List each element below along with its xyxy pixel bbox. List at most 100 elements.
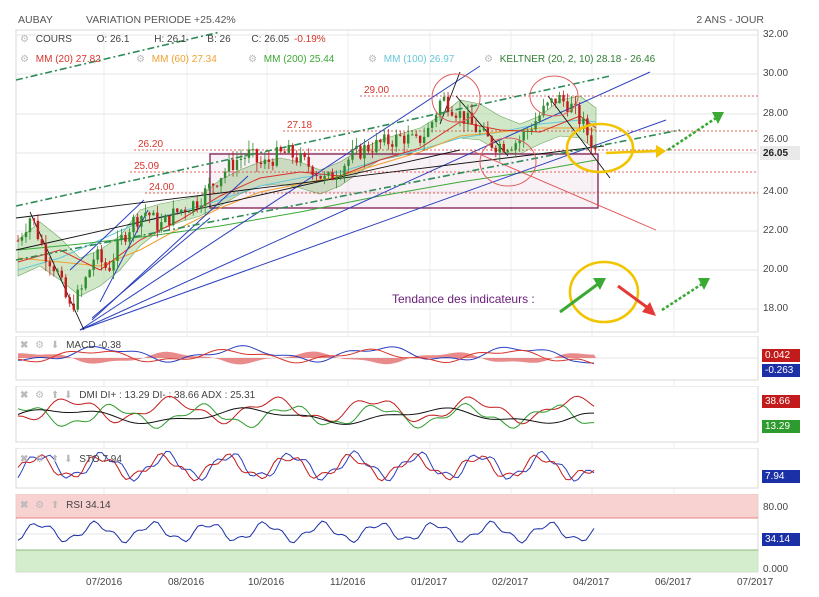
legend-mm200[interactable]: ⚙ MM (200) 25.44 — [248, 54, 335, 65]
sto-value: 7.94 — [762, 470, 800, 483]
candle-body — [403, 135, 406, 144]
candle-body — [76, 289, 79, 310]
price-tick-22: 22.00 — [763, 225, 789, 236]
candle-body — [255, 149, 259, 163]
candle-body — [514, 143, 517, 150]
level-24: 24.00 — [149, 182, 175, 193]
candle-body — [60, 270, 63, 278]
close-icon[interactable]: ✖ — [20, 390, 29, 401]
rsi-value: 34.14 — [762, 533, 800, 546]
dmi-label[interactable]: ✖ ⚙ ⬆ ⬇ DMI DI+ : 13.29 DI- : 38.66 ADX … — [20, 390, 256, 401]
candle-body — [339, 175, 342, 178]
candle-body — [156, 212, 159, 231]
gear-icon[interactable]: ⚙ — [248, 54, 257, 65]
rsi-panel[interactable] — [0, 494, 819, 574]
candle-body — [188, 211, 191, 213]
candle-body — [578, 105, 581, 125]
gear-icon[interactable]: ⚙ — [35, 454, 45, 465]
candle-body — [28, 218, 32, 233]
candle-body — [251, 149, 255, 151]
x-tick-06-2017: 06/2017 — [655, 577, 692, 588]
candle-body — [279, 147, 282, 152]
sto-label[interactable]: ✖ ⚙ ⬆ ⬇ STO 7.94 — [20, 454, 122, 465]
gear-icon[interactable]: ⚙ — [35, 340, 45, 351]
arrow-up-icon[interactable]: ⬆ — [50, 390, 60, 401]
gear-icon[interactable]: ⚙ — [484, 54, 493, 65]
candle-body — [383, 134, 386, 143]
rsi-label[interactable]: ✖ ⚙ ⬆ RSI 34.14 — [20, 500, 111, 511]
candle-body — [538, 115, 541, 122]
arrow-down-icon[interactable]: ⬇ — [50, 340, 60, 351]
legend-keltner[interactable]: ⚙ KELTNER (20, 2, 10) 28.18 - 26.46 — [484, 54, 656, 65]
legend-mm20[interactable]: ⚙ MM (20) 27.82 — [20, 54, 101, 65]
candle-body — [546, 102, 549, 106]
candle-body — [323, 175, 326, 179]
candle-body — [84, 277, 87, 289]
candle-body — [120, 234, 123, 240]
legend-mm100[interactable]: ⚙ MM (100) 26.97 — [368, 54, 455, 65]
candle-body — [399, 134, 402, 136]
gear-icon[interactable]: ⚙ — [20, 54, 29, 65]
candle-body — [116, 239, 119, 261]
gear-icon[interactable]: ⚙ — [35, 390, 45, 401]
candle-body — [554, 98, 557, 104]
sto-panel[interactable] — [0, 448, 819, 490]
candle-body — [68, 297, 71, 304]
candle-body — [104, 262, 107, 268]
candle-body — [199, 205, 203, 209]
period-label[interactable]: 2 ANS - JOUR — [696, 14, 764, 26]
candle-body — [227, 159, 231, 172]
x-tick-02-2017: 02/2017 — [492, 577, 529, 588]
candle-body — [530, 129, 533, 131]
legend-mm60[interactable]: ⚙ MM (60) 27.34 — [136, 54, 217, 65]
arrow-down-icon[interactable]: ⬇ — [64, 390, 73, 401]
candle-body — [355, 145, 358, 150]
candle-body — [494, 147, 498, 153]
dmi-value-1: 38.66 — [762, 395, 800, 408]
gear-icon[interactable]: ⚙ — [368, 54, 377, 65]
x-tick-10-2016: 10/2016 — [248, 577, 285, 588]
close-icon[interactable]: ✖ — [20, 454, 29, 465]
candle-body — [152, 212, 155, 216]
candle-body — [307, 156, 310, 167]
gear-icon[interactable]: ⚙ — [35, 500, 45, 511]
symbol: AUBAY — [18, 14, 53, 26]
candle-body — [518, 140, 521, 144]
price-tick-30: 30.00 — [763, 68, 789, 79]
price-tick-26: 26.00 — [763, 134, 789, 145]
legend-cours[interactable]: ⚙ COURS O: 26.1 H: 26.1 B: 26 C: 26.05 -… — [20, 34, 326, 45]
candle-body — [271, 161, 275, 166]
candle-body — [291, 144, 294, 158]
price-tick-28: 28.00 — [763, 108, 789, 119]
candle-body — [203, 188, 207, 206]
close-icon[interactable]: ✖ — [20, 340, 29, 351]
arrow-down-icon[interactable]: ⬇ — [64, 454, 73, 465]
candle-body — [128, 232, 131, 242]
close-icon[interactable]: ✖ — [20, 500, 29, 511]
candle-body — [590, 135, 593, 148]
macd-label[interactable]: ✖ ⚙ ⬇ MACD -0.38 — [20, 340, 122, 351]
gear-icon[interactable]: ⚙ — [20, 34, 29, 45]
candle-body — [176, 208, 179, 213]
macd-panel[interactable] — [0, 336, 819, 382]
price-tick-20: 20.00 — [763, 264, 789, 275]
dmi-panel[interactable] — [0, 386, 819, 444]
candle-body — [140, 215, 143, 227]
arrow-up-icon[interactable]: ⬆ — [50, 454, 60, 465]
candle-body — [418, 135, 422, 143]
candle-body — [414, 134, 418, 136]
candle-body — [391, 144, 394, 147]
x-tick-01-2017: 01/2017 — [411, 577, 448, 588]
candle-body — [502, 144, 505, 152]
candle-body — [486, 128, 490, 137]
candle-body — [562, 94, 565, 102]
arrow-up-icon[interactable]: ⬆ — [50, 500, 60, 511]
candle-body — [191, 201, 195, 212]
gear-icon[interactable]: ⚙ — [136, 54, 145, 65]
level-26-20: 26.20 — [138, 139, 164, 150]
candle-body — [474, 123, 478, 133]
x-tick-07-2016: 07/2016 — [86, 577, 123, 588]
candle-body — [422, 136, 426, 143]
candle-body — [283, 151, 286, 153]
candle-body — [311, 166, 314, 175]
